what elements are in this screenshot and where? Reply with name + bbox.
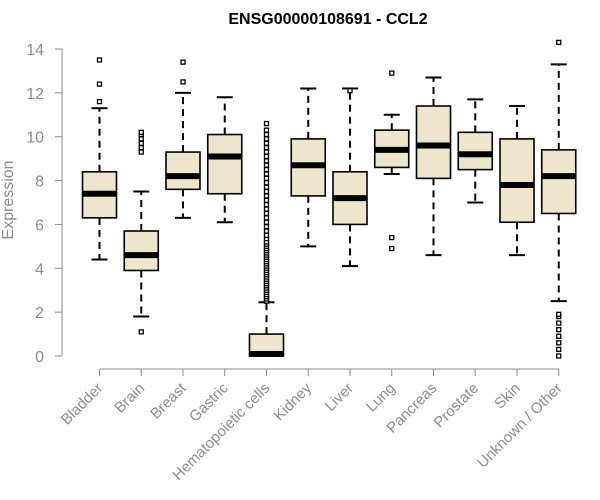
x-tick-label: Kidney bbox=[271, 379, 316, 424]
outlier-point bbox=[96, 98, 103, 105]
outlier-point bbox=[263, 158, 270, 164]
outlier-point bbox=[138, 145, 144, 151]
outlier-point bbox=[556, 340, 562, 346]
box-group bbox=[165, 59, 201, 219]
box-group bbox=[457, 98, 494, 204]
outlier-point bbox=[347, 88, 353, 94]
outlier-point bbox=[263, 149, 270, 155]
outlier-point bbox=[263, 219, 270, 225]
outlier-point bbox=[556, 320, 562, 326]
y-axis-label: Expression bbox=[0, 160, 17, 239]
x-tick-label: Prostate bbox=[431, 380, 483, 432]
outlier-point bbox=[263, 171, 270, 177]
x-tick-label: Skin bbox=[491, 380, 524, 413]
plot-area bbox=[81, 39, 577, 359]
outlier-point bbox=[138, 140, 144, 146]
outlier-point bbox=[263, 228, 270, 234]
outlier-point bbox=[263, 193, 270, 199]
box-group bbox=[373, 70, 410, 252]
outlier-point bbox=[263, 180, 270, 186]
outlier-point bbox=[556, 333, 562, 339]
outlier-point bbox=[263, 232, 270, 239]
y-tick-label: 4 bbox=[35, 261, 44, 278]
y-tick-label: 14 bbox=[26, 42, 44, 59]
outlier-point bbox=[389, 70, 395, 76]
y-tick-label: 12 bbox=[26, 86, 44, 103]
outlier-point bbox=[263, 202, 270, 208]
box-group bbox=[499, 105, 535, 257]
y-tick-label: 2 bbox=[35, 305, 44, 322]
y-tick-label: 8 bbox=[35, 174, 44, 191]
outlier-point bbox=[180, 79, 186, 85]
outlier-point bbox=[263, 136, 270, 142]
outlier-point bbox=[263, 210, 270, 217]
outlier-point bbox=[263, 166, 270, 173]
x-tick-label: Lung bbox=[363, 380, 399, 416]
iqr-box bbox=[415, 105, 452, 180]
outlier-point bbox=[556, 327, 562, 333]
outlier-point bbox=[263, 215, 270, 221]
outlier-point bbox=[138, 149, 144, 155]
x-tick-label: Liver bbox=[322, 380, 357, 415]
outlier-point bbox=[263, 145, 270, 151]
outlier-point bbox=[263, 153, 270, 160]
outlier-point bbox=[138, 129, 144, 135]
outlier-point bbox=[556, 353, 562, 359]
x-tick-label: Bladder bbox=[58, 380, 107, 429]
outlier-point bbox=[180, 59, 186, 65]
y-tick-label: 0 bbox=[35, 349, 44, 366]
chart-title: ENSG00000108691 - CCL2 bbox=[228, 11, 427, 28]
outlier-point bbox=[263, 120, 270, 127]
outlier-point bbox=[138, 329, 144, 335]
outlier-point bbox=[389, 245, 395, 252]
outlier-point bbox=[138, 136, 144, 142]
outlier-point bbox=[263, 162, 270, 168]
x-tick-label: Breast bbox=[147, 379, 190, 422]
outlier-point bbox=[263, 140, 270, 146]
iqr-box bbox=[206, 133, 243, 195]
y-tick-label: 10 bbox=[26, 130, 44, 147]
iqr-box bbox=[540, 149, 577, 215]
box-group bbox=[332, 87, 368, 268]
outlier-point bbox=[263, 223, 270, 230]
outlier-point bbox=[556, 311, 562, 317]
outlier-point bbox=[389, 234, 395, 241]
outlier-point bbox=[263, 127, 270, 133]
iqr-box bbox=[457, 131, 494, 171]
box-group bbox=[290, 87, 327, 248]
outlier-point bbox=[263, 175, 270, 182]
box-group bbox=[123, 129, 160, 335]
box-group bbox=[248, 120, 285, 357]
outlier-point bbox=[263, 197, 270, 203]
x-tick-label: Brain bbox=[111, 380, 148, 417]
iqr-box bbox=[165, 151, 201, 191]
outlier-point bbox=[263, 206, 270, 212]
outlier-point bbox=[96, 81, 103, 87]
outlier-point bbox=[263, 188, 270, 195]
box-group bbox=[206, 96, 243, 224]
iqr-box bbox=[123, 230, 160, 272]
box-group bbox=[415, 76, 452, 257]
box-group bbox=[540, 39, 577, 359]
outlier-point bbox=[556, 39, 562, 46]
outlier-point bbox=[556, 346, 562, 353]
outlier-point bbox=[263, 184, 270, 190]
outlier-point bbox=[263, 131, 270, 138]
iqr-box bbox=[499, 138, 535, 224]
outlier-point bbox=[96, 57, 103, 63]
y-tick-label: 6 bbox=[35, 217, 44, 234]
box-group bbox=[81, 57, 118, 261]
